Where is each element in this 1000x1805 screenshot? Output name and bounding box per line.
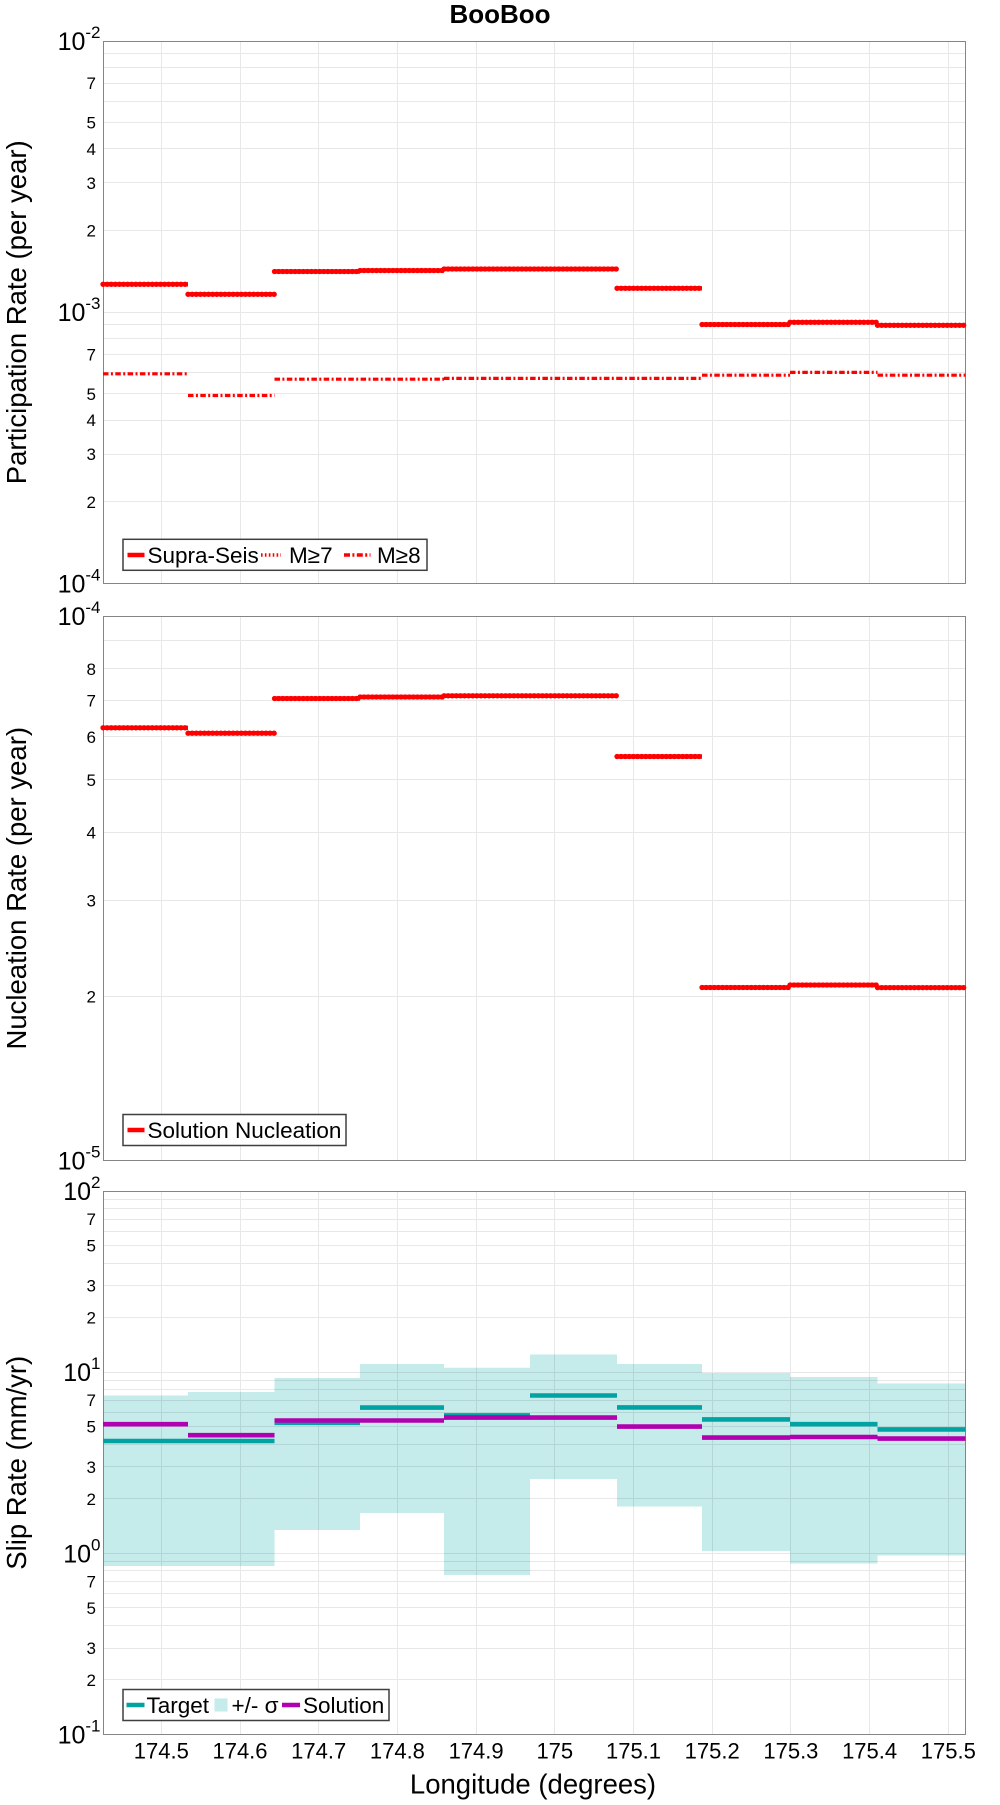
svg-text:7: 7: [87, 691, 96, 710]
svg-text:174.9: 174.9: [449, 1739, 504, 1764]
svg-text:5: 5: [87, 385, 96, 404]
svg-text:175.2: 175.2: [685, 1739, 740, 1764]
svg-text:6: 6: [87, 728, 96, 747]
svg-text:174.5: 174.5: [134, 1739, 189, 1764]
svg-text:Longitude (degrees): Longitude (degrees): [410, 1769, 656, 1800]
svg-text:8: 8: [87, 660, 96, 679]
svg-text:174.6: 174.6: [212, 1739, 267, 1764]
svg-text:175.4: 175.4: [842, 1739, 897, 1764]
svg-text:Slip Rate (mm/yr): Slip Rate (mm/yr): [1, 1356, 32, 1570]
svg-text:4: 4: [87, 824, 96, 843]
svg-text:Target: Target: [147, 1693, 210, 1718]
svg-text:7: 7: [87, 1391, 96, 1410]
svg-text:5: 5: [87, 771, 96, 790]
svg-text:Solution Nucleation: Solution Nucleation: [148, 1118, 342, 1143]
svg-text:2: 2: [87, 222, 96, 241]
svg-text:7: 7: [87, 345, 96, 364]
svg-text:3: 3: [87, 445, 96, 464]
svg-text:Participation Rate (per year): Participation Rate (per year): [1, 140, 32, 484]
svg-text:5: 5: [87, 1599, 96, 1618]
svg-text:3: 3: [87, 1277, 96, 1296]
svg-text:4: 4: [87, 140, 96, 159]
svg-text:2: 2: [87, 1490, 96, 1509]
svg-text:3: 3: [87, 892, 96, 911]
svg-text:M≥8: M≥8: [377, 543, 421, 568]
svg-text:Solution: Solution: [303, 1693, 384, 1718]
svg-text:5: 5: [87, 1418, 96, 1437]
svg-text:175.5: 175.5: [921, 1739, 976, 1764]
svg-text:5: 5: [87, 1237, 96, 1256]
svg-text:3: 3: [87, 1458, 96, 1477]
svg-text:3: 3: [87, 174, 96, 193]
svg-text:7: 7: [87, 1210, 96, 1229]
svg-text:4: 4: [87, 411, 96, 430]
svg-text:2: 2: [87, 988, 96, 1007]
svg-text:7: 7: [87, 1572, 96, 1591]
svg-text:7: 7: [87, 74, 96, 93]
svg-text:5: 5: [87, 114, 96, 133]
svg-text:Nucleation Rate (per year): Nucleation Rate (per year): [1, 727, 32, 1050]
svg-text:175: 175: [536, 1739, 573, 1764]
svg-text:2: 2: [87, 1309, 96, 1328]
svg-text:2: 2: [87, 1671, 96, 1690]
svg-text:174.7: 174.7: [291, 1739, 346, 1764]
svg-text:10-4: 10-4: [58, 566, 101, 599]
svg-text:Supra-Seis: Supra-Seis: [148, 543, 259, 568]
svg-text:174.8: 174.8: [370, 1739, 425, 1764]
svg-text:3: 3: [87, 1639, 96, 1658]
svg-text:2: 2: [87, 493, 96, 512]
svg-text:BooBoo: BooBoo: [449, 0, 550, 29]
svg-text:175.3: 175.3: [763, 1739, 818, 1764]
svg-text:175.1: 175.1: [606, 1739, 661, 1764]
svg-text:M≥7: M≥7: [289, 543, 333, 568]
svg-text:+/- σ: +/- σ: [232, 1693, 279, 1718]
